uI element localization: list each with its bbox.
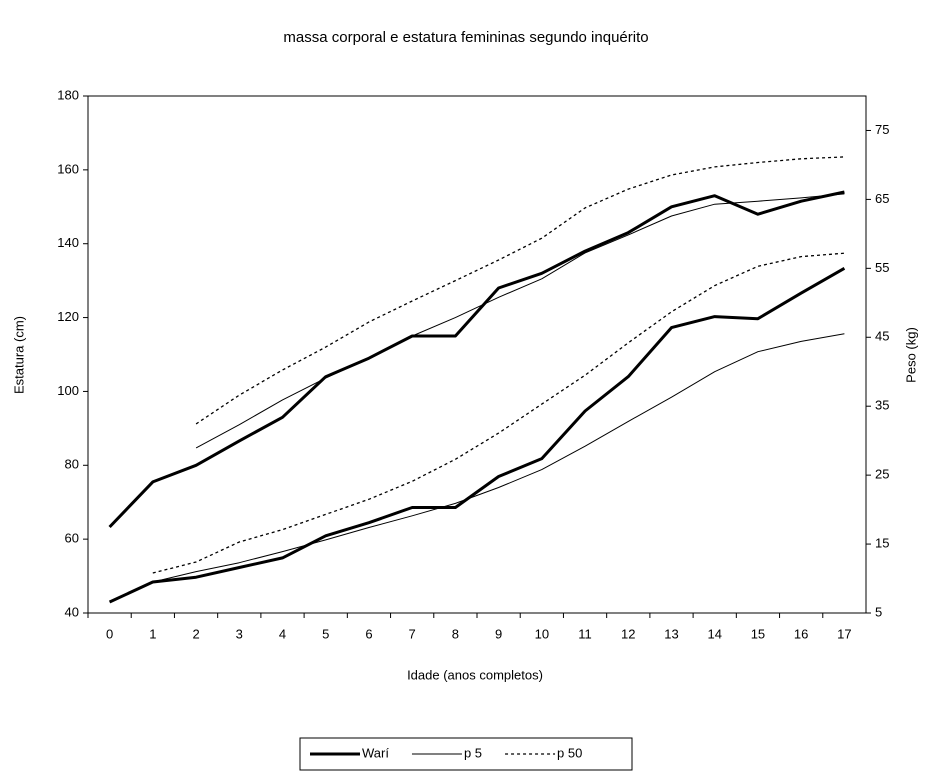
- x-tick-label: 9: [495, 626, 502, 641]
- y-tick-label: 140: [57, 235, 79, 250]
- x-tick-label: 15: [751, 626, 765, 641]
- x-tick-label: 16: [794, 626, 808, 641]
- x-tick-label: 8: [452, 626, 459, 641]
- y2-tick-label: 75: [875, 122, 889, 137]
- y-tick-label: 120: [57, 309, 79, 324]
- x-tick-label: 14: [707, 626, 721, 641]
- plot-frame: [87, 95, 867, 614]
- y-tick-label: 100: [57, 383, 79, 398]
- y2-tick-label: 55: [875, 260, 889, 275]
- chart-title: massa corporal e estatura femininas segu…: [283, 29, 648, 46]
- legend-box: [299, 737, 633, 771]
- x-tick-label: 6: [365, 626, 372, 641]
- y-axis-label: Estatura (cm): [11, 316, 26, 394]
- line-series: [195, 193, 845, 449]
- x-tick-label: 1: [149, 626, 156, 641]
- x-tick-label: 13: [664, 626, 678, 641]
- y2-tick-label: 45: [875, 329, 889, 344]
- x-tick-label: 0: [106, 626, 113, 641]
- legend-label: p 50: [557, 745, 582, 760]
- x-tick-label: 5: [322, 626, 329, 641]
- x-tick-label: 2: [192, 626, 199, 641]
- line-series: [152, 252, 845, 574]
- line-series: [109, 333, 845, 603]
- x-tick-label: 7: [409, 626, 416, 641]
- legend-label: p 5: [464, 745, 482, 760]
- y-tick-label: 60: [65, 531, 79, 546]
- legend-label: Warí: [362, 745, 389, 760]
- x-tick-label: 10: [535, 626, 549, 641]
- y-tick-label: 80: [65, 457, 79, 472]
- y2-tick-label: 15: [875, 536, 889, 551]
- x-tick-label: 17: [837, 626, 851, 641]
- y2-axis-label: Peso (kg): [903, 327, 918, 383]
- x-axis-label: Idade (anos completos): [407, 667, 543, 682]
- x-tick-label: 11: [578, 626, 592, 641]
- y-tick-label: 160: [57, 161, 79, 176]
- x-tick-label: 4: [279, 626, 286, 641]
- y-tick-label: 180: [57, 87, 79, 102]
- y2-tick-label: 35: [875, 398, 889, 413]
- y-tick-label: 40: [65, 604, 79, 619]
- line-series: [195, 156, 845, 425]
- y2-tick-label: 5: [875, 604, 882, 619]
- x-tick-label: 3: [236, 626, 243, 641]
- line-series: [108, 266, 846, 604]
- y2-tick-label: 65: [875, 191, 889, 206]
- x-tick-label: 12: [621, 626, 635, 641]
- y2-tick-label: 25: [875, 467, 889, 482]
- line-series: [108, 190, 845, 529]
